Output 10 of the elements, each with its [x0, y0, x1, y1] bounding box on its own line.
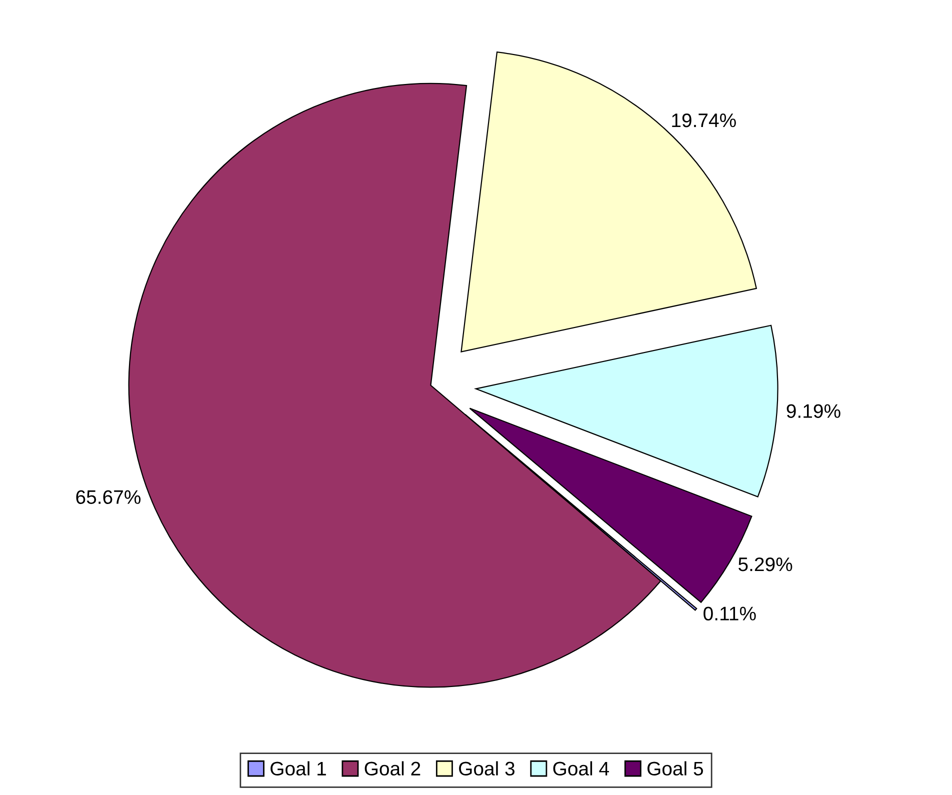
legend-label: Goal 4 — [553, 761, 609, 776]
legend-label: Goal 1 — [270, 761, 326, 776]
legend-label: Goal 5 — [647, 761, 703, 776]
data-label: 9.19% — [786, 404, 840, 418]
legend-label: Goal 2 — [364, 761, 420, 776]
data-label: 0.11% — [704, 606, 756, 620]
legend-label: Goal 3 — [459, 761, 514, 776]
data-label: 19.74% — [672, 113, 736, 128]
data-label: 5.29% — [738, 557, 792, 572]
data-label: 65.67% — [76, 490, 141, 504]
